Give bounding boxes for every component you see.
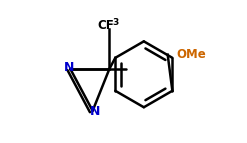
Text: N: N [64,61,75,75]
Text: CF: CF [98,19,114,32]
Text: 3: 3 [112,18,118,27]
Text: OMe: OMe [176,48,206,61]
Text: N: N [90,105,100,118]
